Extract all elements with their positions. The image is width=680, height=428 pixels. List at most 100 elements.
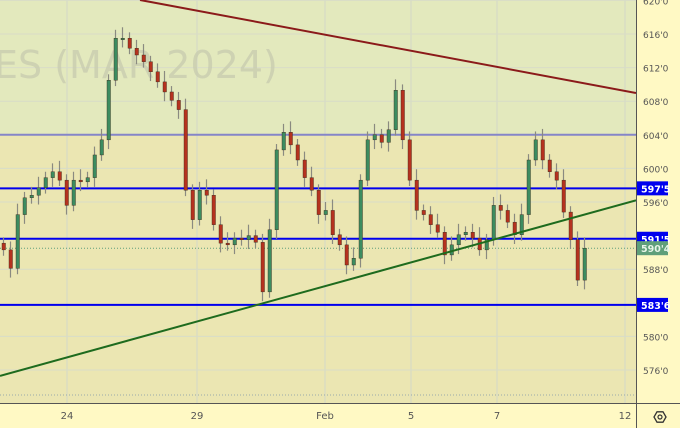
candle — [211, 195, 216, 225]
candle — [232, 237, 237, 246]
candle — [491, 205, 496, 240]
candle — [568, 211, 573, 241]
candle — [414, 179, 419, 211]
time-tick-label: Feb — [316, 411, 334, 422]
price-tick-label: 596'0 — [643, 199, 669, 209]
candle — [141, 54, 146, 62]
candle — [64, 179, 69, 206]
candle — [71, 179, 76, 206]
candle — [295, 144, 300, 161]
candle — [463, 232, 468, 235]
candle — [302, 159, 307, 178]
time-tick-label: 5 — [408, 411, 414, 422]
current-price-tag — [637, 241, 668, 256]
time-tick-label: 12 — [619, 411, 632, 422]
candle — [288, 132, 293, 146]
time-tick-label: 29 — [191, 411, 204, 422]
candle — [15, 214, 20, 269]
candle — [337, 234, 342, 246]
candle — [8, 249, 13, 269]
time-tick-label: 7 — [494, 411, 500, 422]
price-tick-label: 588'0 — [643, 266, 669, 276]
candle — [386, 129, 391, 143]
resistance-trendline — [139, 0, 637, 94]
candle — [50, 171, 55, 178]
candle — [148, 61, 153, 73]
price-tick-label: 612'0 — [643, 65, 669, 75]
candle — [162, 81, 167, 93]
candle — [330, 210, 335, 235]
candle — [351, 258, 356, 266]
price-tick-label: 600'0 — [643, 165, 669, 175]
candle — [134, 48, 139, 56]
candle — [78, 179, 83, 183]
candle — [169, 91, 174, 101]
candles — [1, 27, 587, 302]
candle — [267, 229, 272, 293]
candle — [246, 235, 251, 241]
price-tick-label: 580'0 — [643, 333, 669, 343]
candle — [1, 242, 6, 251]
candle — [57, 171, 62, 181]
candle — [421, 210, 426, 215]
candle — [519, 214, 524, 235]
price-axis[interactable] — [637, 0, 680, 428]
candle — [309, 177, 314, 191]
price-tick-label: 604'0 — [643, 132, 669, 142]
trendlines[interactable] — [0, 0, 637, 377]
candle — [547, 159, 552, 172]
price-tick-label: 576'0 — [643, 367, 669, 377]
time-axis[interactable] — [0, 404, 637, 428]
price-tick-label: 620'0 — [643, 0, 669, 7]
level-price-tag-label: 583'6 — [641, 301, 671, 312]
candle — [323, 210, 328, 215]
level-price-tag-label: 591'5 — [641, 235, 670, 246]
candle — [225, 242, 230, 246]
candle — [400, 90, 405, 141]
candle — [582, 247, 587, 281]
price-tick-label: 608'0 — [643, 98, 669, 108]
candle — [316, 190, 321, 215]
level-price-tag-label: 597'5 — [641, 184, 670, 195]
candle — [533, 139, 538, 161]
candle — [526, 159, 531, 215]
candle — [379, 134, 384, 143]
candle — [505, 210, 510, 223]
current-price-tag-label: 590'4 — [641, 244, 671, 255]
candle — [127, 38, 132, 49]
candle — [358, 179, 363, 259]
price-axis-labels: 620'0 616'0 612'0 608'0 604'0 600'0 596'0 588'0… — [643, 0, 669, 377]
candle — [344, 244, 349, 266]
candle — [218, 224, 223, 244]
candle — [239, 237, 244, 240]
candle — [407, 139, 412, 181]
gear-icon[interactable] — [653, 411, 667, 423]
support-trendline — [0, 199, 637, 377]
candle — [92, 154, 97, 178]
candle — [456, 234, 461, 246]
candle — [372, 134, 377, 141]
candle — [190, 190, 195, 220]
candle — [442, 232, 447, 256]
candle — [113, 38, 118, 81]
candle — [365, 139, 370, 181]
candle — [106, 79, 111, 141]
time-tick-label: 24 — [61, 411, 74, 422]
candle — [155, 71, 160, 83]
level-price-tag — [637, 297, 668, 312]
candle — [120, 38, 125, 40]
candle — [22, 197, 27, 215]
price-tags: 597'5 591'5 583'6 590'4 — [637, 181, 671, 312]
candle — [470, 232, 475, 239]
candle — [176, 100, 181, 110]
candle — [428, 214, 433, 225]
candle — [183, 109, 188, 191]
time-axis-labels: 24 29 Feb 5 7 12 — [61, 411, 632, 422]
candle — [260, 242, 265, 293]
candle — [281, 132, 286, 151]
candle — [29, 195, 34, 198]
candle — [99, 139, 104, 156]
candle — [274, 149, 279, 230]
